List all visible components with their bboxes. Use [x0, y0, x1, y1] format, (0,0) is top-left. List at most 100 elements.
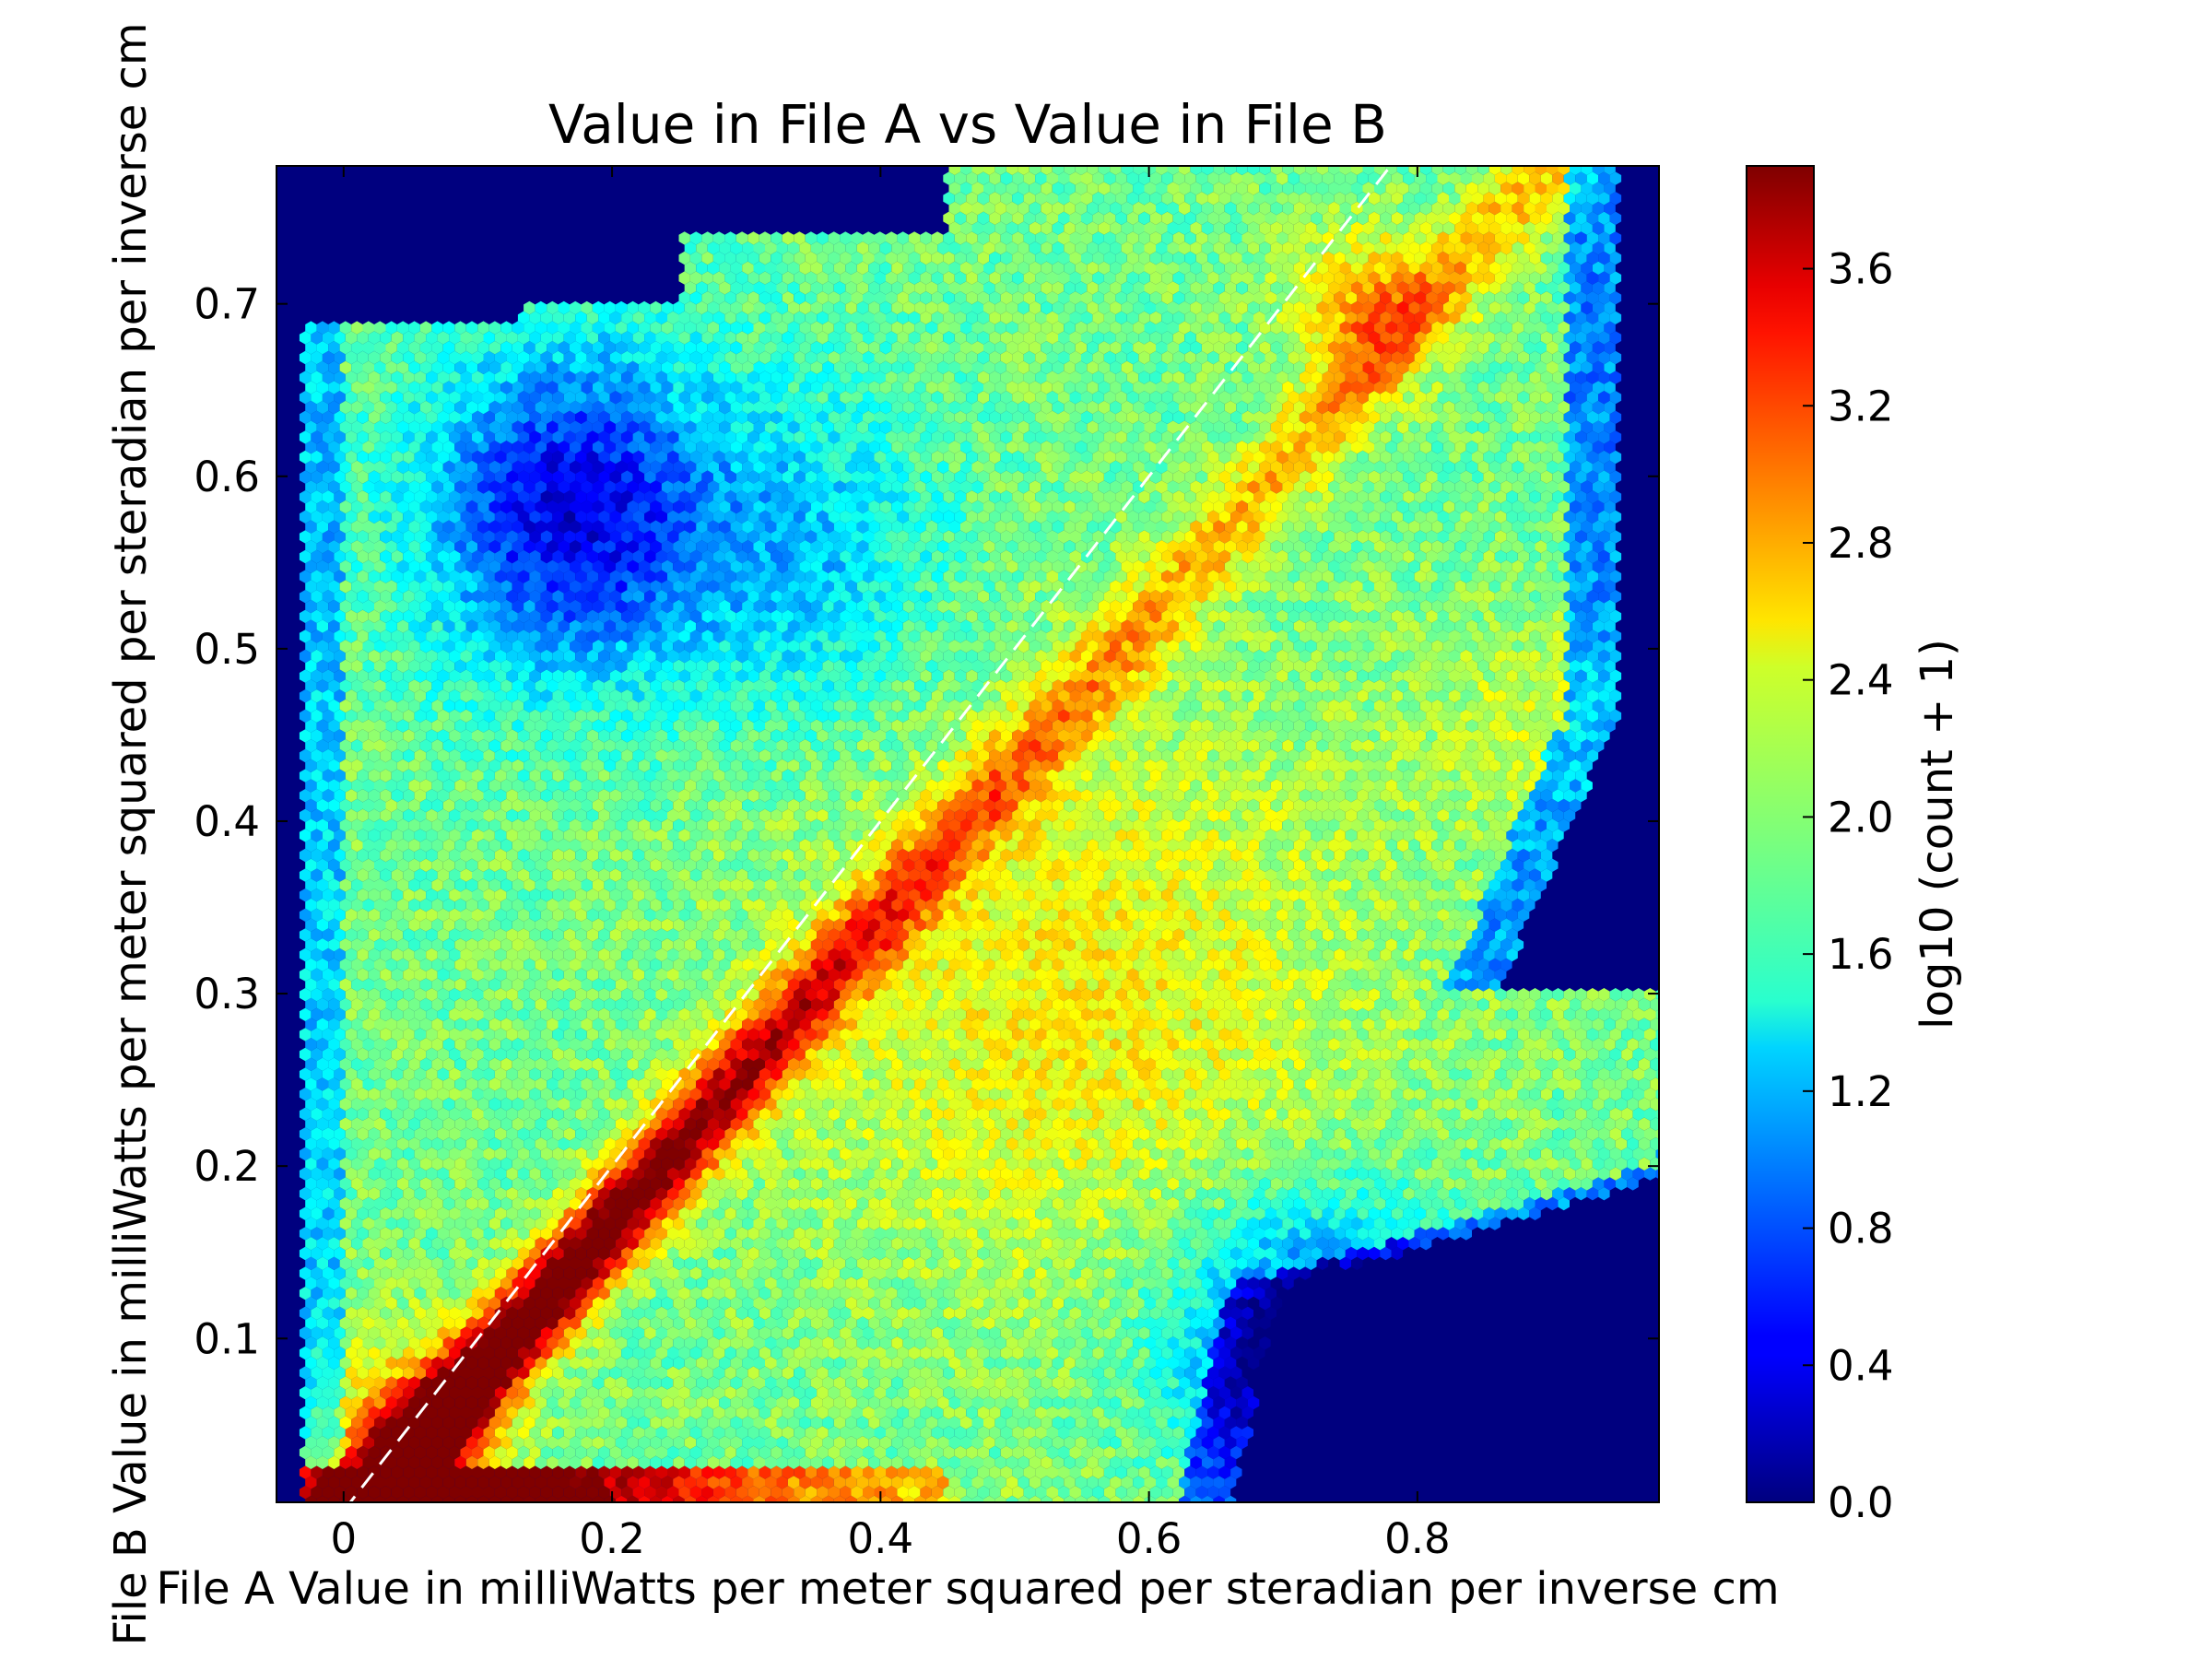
hexbin-cell: [1115, 1426, 1127, 1440]
hexbin-cell: [673, 1416, 685, 1430]
hexbin-cell: [782, 1386, 794, 1400]
hexbin-cell: [431, 1395, 443, 1410]
hexbin-cell: [902, 1395, 915, 1410]
hexbin-cell: [396, 1376, 409, 1390]
hexbin-cell: [627, 1455, 639, 1469]
hexbin-cell: [374, 1436, 386, 1450]
hexbin-cell: [1103, 1465, 1116, 1479]
hexbin-cell: [1098, 1376, 1111, 1390]
hexbin-cell: [638, 1476, 651, 1489]
hexbin-cell: [322, 1366, 335, 1380]
hexbin-cell: [1023, 1366, 1036, 1380]
hexbin-cell: [426, 1465, 438, 1479]
hexbin-cell: [437, 1445, 450, 1460]
hexbin-cell: [914, 1395, 926, 1410]
hexbin-cell: [644, 1386, 656, 1400]
hexbin-cell: [1110, 1436, 1122, 1450]
hexbin-cell: [655, 1486, 667, 1500]
hexbin-cell: [1000, 1486, 1013, 1500]
hexbin-cell: [1092, 1486, 1104, 1500]
hexbin-cell: [1058, 1406, 1070, 1419]
hexbin-cell: [311, 1445, 323, 1460]
hexbin-cell: [1081, 1386, 1093, 1400]
hexbin-cell: [1156, 1395, 1168, 1410]
hexbin-cell: [1052, 1476, 1065, 1489]
hexbin-cell: [1190, 1416, 1202, 1430]
hexbin-cell: [925, 1376, 938, 1390]
hexbin-cell: [1018, 1376, 1030, 1390]
hexbin-cell: [1195, 1445, 1208, 1460]
hexbin-cell: [966, 1366, 978, 1380]
hexbin-cell: [782, 1486, 794, 1500]
hexbin-cell: [535, 1376, 547, 1390]
hexbin-cell: [547, 1416, 559, 1430]
hexbin-cell: [655, 1366, 667, 1380]
hexbin-cell: [914, 1376, 926, 1390]
hexbin-cell: [1000, 1386, 1013, 1400]
hexbin-cell: [529, 1445, 541, 1460]
hexbin-cell: [535, 1395, 547, 1410]
hexbin-cell: [696, 1495, 708, 1502]
hexbin-cell: [920, 1406, 932, 1419]
hexbin-cell: [840, 1486, 852, 1500]
hexbin-cell: [627, 1376, 639, 1390]
hexbin-cell: [1064, 1455, 1076, 1469]
hexbin-cell: [1035, 1406, 1047, 1419]
hexbin-cell: [891, 1376, 903, 1390]
hexbin-cell: [810, 1436, 823, 1450]
hexbin-cell: [891, 1455, 903, 1469]
hexbin-cell: [701, 1445, 713, 1460]
hexbin-cell: [621, 1445, 633, 1460]
hexbin-cell: [805, 1386, 818, 1400]
hexbin-cell: [1179, 1495, 1191, 1502]
hexbin-cell: [874, 1465, 886, 1479]
hexbin-cell: [529, 1426, 541, 1440]
hexbin-cell: [655, 1465, 667, 1479]
hexbin-cell: [1035, 1386, 1047, 1400]
hexbin-cell: [1000, 1465, 1013, 1479]
hexbin-cell: [563, 1445, 576, 1460]
hexbin-cell: [925, 1455, 938, 1469]
hexbin-cell: [943, 1386, 955, 1400]
hexbin-cell: [943, 1366, 955, 1380]
hexbin-cell: [1115, 1406, 1127, 1419]
hexbin-cell: [684, 1436, 697, 1450]
hexbin-cell: [644, 1406, 656, 1419]
hexbin-cell: [771, 1406, 782, 1419]
hexbin-cell: [863, 1366, 875, 1380]
hexbin-cell: [311, 1406, 323, 1419]
hexbin-cell: [1172, 1465, 1185, 1479]
hexbin-cell: [707, 1436, 720, 1450]
hexbin-cell: [914, 1416, 926, 1430]
hexbin-cell: [391, 1406, 404, 1419]
hexbin-cell: [805, 1426, 818, 1440]
hexbin-cell: [874, 1366, 886, 1380]
hexbin-cell: [696, 1376, 708, 1390]
hexbin-cell: [621, 1426, 633, 1440]
hexbin-cell: [948, 1436, 960, 1450]
hexbin-cell: [673, 1436, 685, 1450]
hexbin-cell: [586, 1465, 599, 1479]
hexbin-cell: [357, 1366, 369, 1380]
hexbin-cell: [500, 1436, 512, 1450]
hexbin-cell: [575, 1366, 587, 1380]
hexbin-cell: [742, 1416, 754, 1430]
hexbin-cell: [598, 1386, 610, 1400]
hexbin-cell: [1172, 1366, 1185, 1380]
hexbin-cell: [638, 1495, 651, 1502]
hexbin-cell: [408, 1495, 420, 1502]
hexbin-cell: [334, 1426, 346, 1440]
hexbin-cell: [345, 1465, 358, 1479]
hexbin-cell: [747, 1465, 759, 1479]
hexbin-cell: [494, 1486, 507, 1500]
hexbin-cell: [966, 1406, 978, 1419]
hexbin-cell: [1179, 1436, 1191, 1450]
hexbin-cell: [1156, 1376, 1168, 1390]
hexbin-cell: [1172, 1445, 1185, 1460]
hexbin-cell: [592, 1455, 605, 1469]
hexbin-cell: [845, 1395, 857, 1410]
hexbin-cell: [465, 1395, 478, 1410]
hexbin-cell: [897, 1486, 909, 1500]
hexbin-cell: [351, 1476, 363, 1489]
hexbin-cell: [1126, 1406, 1139, 1419]
